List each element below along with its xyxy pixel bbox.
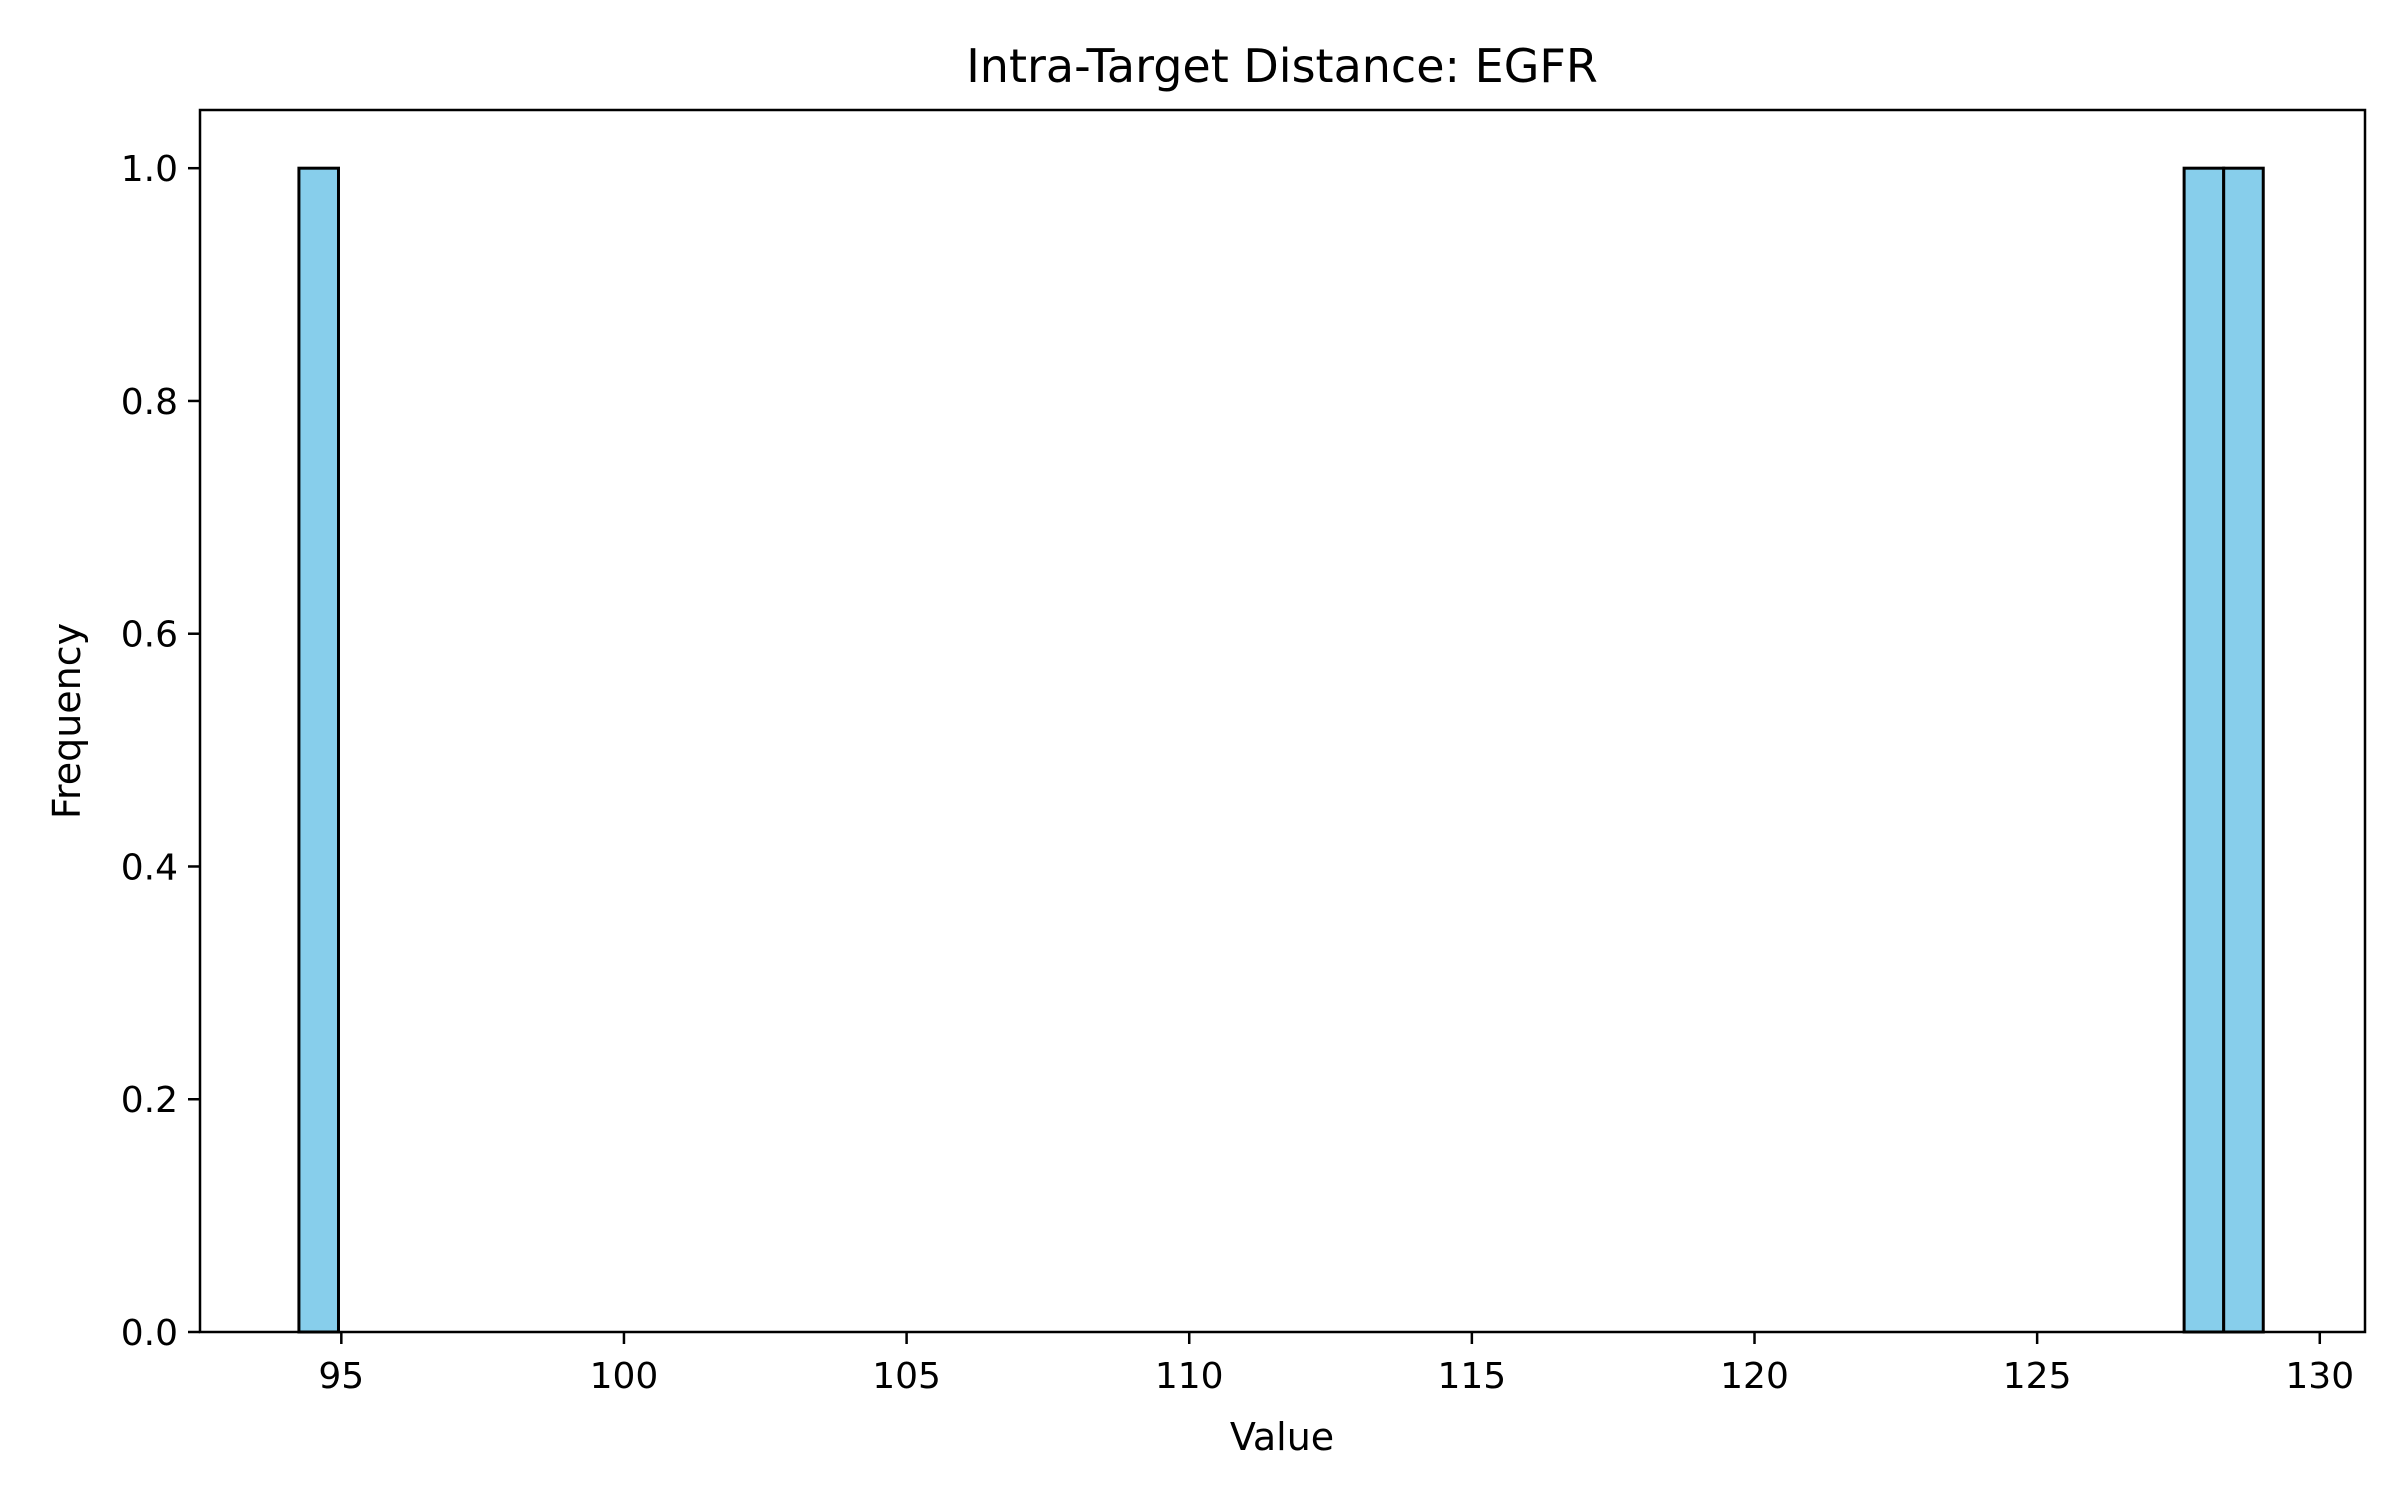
x-tick-label: 115 <box>1438 1356 1507 1397</box>
x-tick-label: 95 <box>318 1356 364 1397</box>
x-tick-label: 110 <box>1155 1356 1224 1397</box>
y-tick-label: 0.2 <box>121 1080 178 1121</box>
x-tick-label: 120 <box>1720 1356 1789 1397</box>
chart-title: Intra-Target Distance: EGFR <box>966 39 1598 93</box>
plot-frame <box>198 108 2367 1334</box>
ticks-layer: 95 100 105 110 115 120 125 130 0.0 0.2 0.4 0.6 0.8 1.… <box>121 149 2354 1397</box>
histogram-bar <box>2222 166 2265 1334</box>
y-tick-label: 0.8 <box>121 382 178 423</box>
histogram-bar <box>297 166 340 1334</box>
plot-area <box>200 110 2365 1332</box>
bars-layer <box>297 166 2265 1334</box>
x-tick-label: 105 <box>872 1356 941 1397</box>
y-tick-label: 0.6 <box>121 615 178 656</box>
y-axis-label: Frequency <box>45 623 89 819</box>
x-axis-label: Value <box>1230 1415 1334 1459</box>
y-tick-label: 0.0 <box>121 1313 178 1354</box>
x-tick-label: 125 <box>2003 1356 2072 1397</box>
x-tick-label: 100 <box>590 1356 659 1397</box>
histogram-bar <box>2182 166 2226 1334</box>
y-tick-label: 1.0 <box>121 149 178 190</box>
y-tick-label: 0.4 <box>121 847 178 888</box>
x-tick-label: 130 <box>2285 1356 2354 1397</box>
